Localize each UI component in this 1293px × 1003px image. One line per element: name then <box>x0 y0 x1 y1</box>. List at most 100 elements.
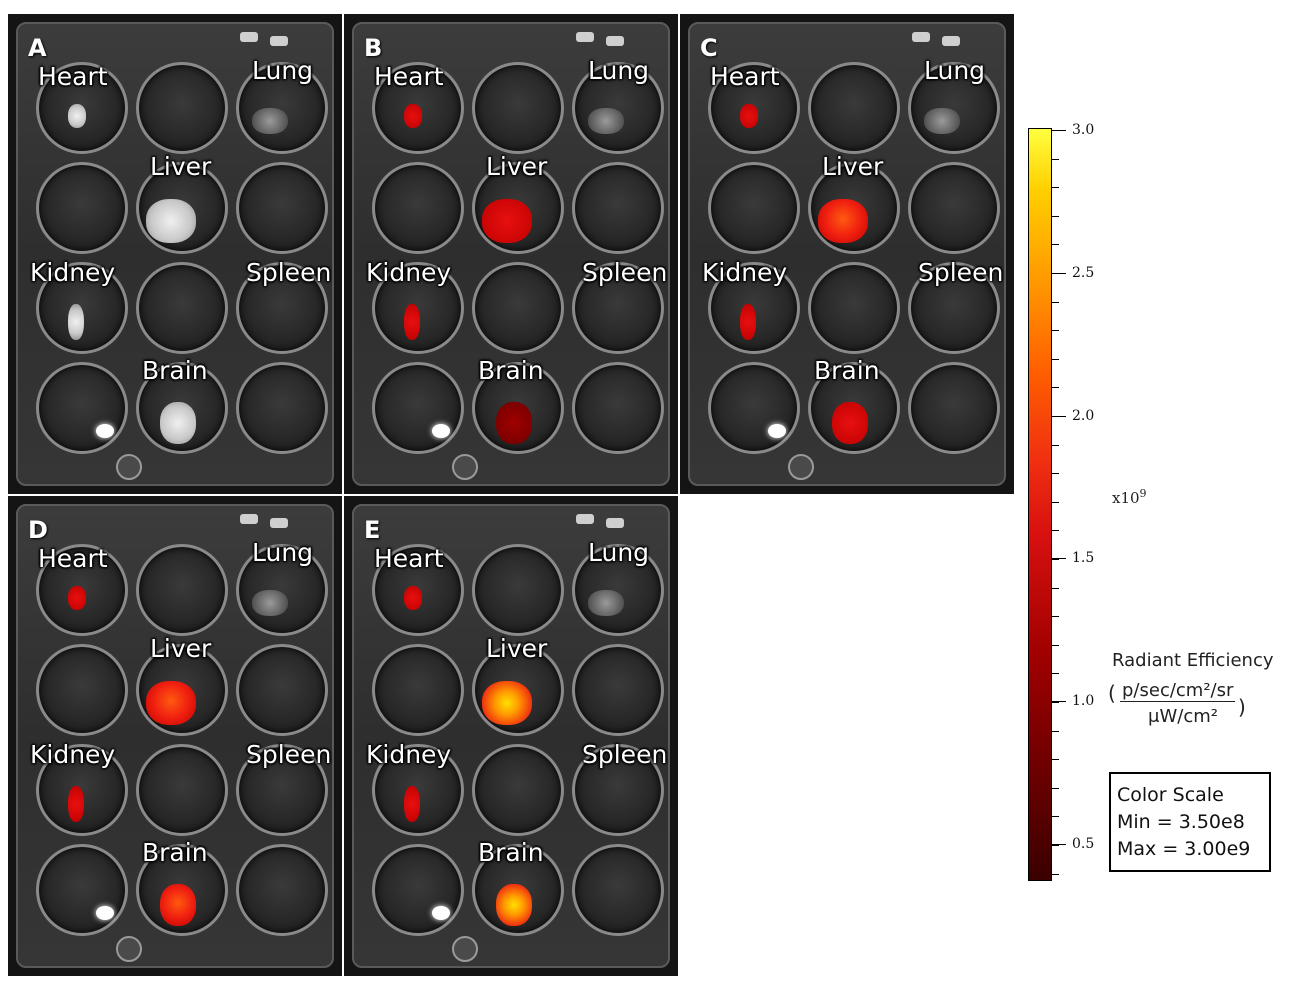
organ-label-spleen: Spleen <box>918 258 1004 287</box>
well <box>236 362 328 454</box>
scale-minor-tick <box>1052 244 1059 245</box>
plate-tab <box>606 36 624 46</box>
panel-letter: E <box>364 516 381 544</box>
organ-label-kidney: Kidney <box>366 258 452 287</box>
organ-label-lung: Lung <box>588 56 650 85</box>
well <box>236 844 328 936</box>
light-reflection <box>432 424 450 438</box>
light-reflection <box>432 906 450 920</box>
scale-unit-paren-close: ) <box>1238 695 1246 719</box>
well <box>908 62 1000 154</box>
panel-e: E Heart Lung Liver Kidney Spleen Brain <box>344 496 678 976</box>
well <box>572 62 664 154</box>
scale-unit-paren-open: ( <box>1108 681 1116 705</box>
well <box>236 262 328 354</box>
light-reflection <box>96 424 114 438</box>
well <box>572 644 664 736</box>
well <box>472 544 564 636</box>
tissue-liver <box>818 199 868 243</box>
scale-minor-tick <box>1052 731 1059 732</box>
well <box>708 162 800 254</box>
well <box>472 262 564 354</box>
well <box>908 262 1000 354</box>
scale-major-tick <box>1052 273 1066 274</box>
tissue-kidney <box>404 786 420 822</box>
well <box>136 744 228 836</box>
well <box>36 544 128 636</box>
tissue-kidney <box>68 786 84 822</box>
tissue-kidney <box>68 304 84 340</box>
well <box>472 62 564 154</box>
well <box>236 162 328 254</box>
scale-minor-tick <box>1052 130 1059 131</box>
organ-label-lung: Lung <box>588 538 650 567</box>
plate-tab <box>576 32 594 42</box>
scale-minor-tick <box>1052 359 1059 360</box>
tissue-brain <box>160 402 196 444</box>
scale-tick-label: 2.0 <box>1072 408 1095 424</box>
scale-minor-tick <box>1052 845 1059 846</box>
scale-minor-tick <box>1052 330 1059 331</box>
plate-nub <box>116 936 142 962</box>
well <box>572 844 664 936</box>
scale-unit-numerator: p/sec/cm²/sr <box>1120 680 1236 702</box>
well <box>808 62 900 154</box>
tissue-liver <box>482 199 532 243</box>
well <box>236 744 328 836</box>
organ-label-spleen: Spleen <box>246 258 332 287</box>
well <box>572 544 664 636</box>
plate-nub <box>452 454 478 480</box>
scale-tick-label: 1.0 <box>1072 693 1095 709</box>
scale-minor-tick <box>1052 159 1059 160</box>
organ-label-kidney: Kidney <box>702 258 788 287</box>
scale-minor-tick <box>1052 473 1059 474</box>
scale-major-tick <box>1052 844 1066 845</box>
organ-label-liver: Liver <box>150 634 212 663</box>
tissue-brain <box>496 884 532 926</box>
well <box>236 544 328 636</box>
well <box>572 744 664 836</box>
well <box>708 362 800 454</box>
organ-label-spleen: Spleen <box>582 740 668 769</box>
tissue-liver <box>146 681 196 725</box>
well <box>808 262 900 354</box>
tissue-lung <box>588 108 624 134</box>
organ-label-liver: Liver <box>150 152 212 181</box>
organ-label-heart: Heart <box>374 62 444 91</box>
well <box>908 162 1000 254</box>
scale-minor-tick <box>1052 673 1059 674</box>
plate-tab <box>270 36 288 46</box>
scale-minor-tick <box>1052 645 1059 646</box>
well <box>36 362 128 454</box>
well <box>36 162 128 254</box>
organ-label-kidney: Kidney <box>30 740 116 769</box>
scale-title: Radiant Efficiency <box>1112 650 1274 671</box>
scale-minor-tick <box>1052 502 1059 503</box>
well <box>136 262 228 354</box>
plate-nub <box>116 454 142 480</box>
well <box>136 62 228 154</box>
scale-tick-label: 3.0 <box>1072 122 1095 138</box>
well <box>36 744 128 836</box>
organ-label-heart: Heart <box>374 544 444 573</box>
plate-tab <box>576 514 594 524</box>
panel-letter: C <box>700 34 718 62</box>
light-reflection <box>768 424 786 438</box>
panel-b: B Heart Lung Liver Kidney Spleen Brain <box>344 14 678 494</box>
panel-c: C Heart Lung Liver Kidney Spleen Brain <box>680 14 1014 494</box>
organ-label-kidney: Kidney <box>30 258 116 287</box>
well <box>236 62 328 154</box>
well <box>372 162 464 254</box>
scale-minor-tick <box>1052 445 1059 446</box>
panel-letter: B <box>364 34 383 62</box>
scale-unit-denominator: μW/cm² <box>1148 706 1218 727</box>
organ-label-lung: Lung <box>924 56 986 85</box>
tissue-brain <box>160 884 196 926</box>
well <box>472 744 564 836</box>
tissue-brain <box>832 402 868 444</box>
tissue-brain <box>496 402 532 444</box>
scale-minor-tick <box>1052 702 1059 703</box>
scale-minor-tick <box>1052 187 1059 188</box>
color-scale-bar <box>1028 128 1052 881</box>
plate-tab <box>912 32 930 42</box>
